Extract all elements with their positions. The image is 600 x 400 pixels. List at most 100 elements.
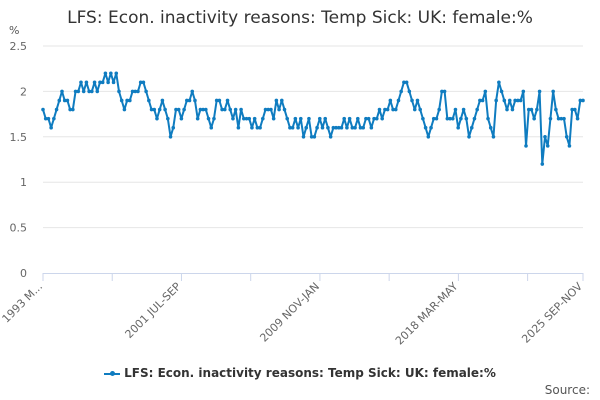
data-point — [513, 98, 517, 103]
data-point — [361, 125, 366, 130]
data-point — [445, 116, 450, 121]
data-point — [353, 125, 357, 130]
y-tick-label: 0.5 — [10, 222, 28, 235]
data-point — [220, 107, 224, 112]
legend-item[interactable]: LFS: Econ. inactivity reasons: Temp Sick… — [0, 366, 600, 380]
legend-line-marker-icon — [104, 370, 121, 376]
data-point — [187, 98, 192, 103]
data-point — [423, 125, 428, 130]
data-point — [174, 107, 178, 112]
data-point — [456, 125, 460, 130]
data-point — [521, 89, 526, 94]
data-point — [559, 116, 564, 121]
data-point — [524, 144, 528, 148]
data-point — [43, 116, 48, 121]
data-point — [269, 107, 273, 112]
data-point — [166, 116, 170, 121]
data-point — [488, 125, 493, 130]
data-point — [125, 98, 129, 103]
data-point — [331, 125, 336, 130]
data-point — [62, 98, 67, 103]
data-point — [556, 116, 561, 121]
data-point — [385, 107, 390, 112]
data-point — [537, 89, 542, 94]
data-point — [244, 116, 249, 121]
data-point — [263, 107, 268, 112]
data-point — [239, 107, 243, 112]
data-point — [209, 125, 214, 130]
y-tick-label: 0 — [20, 267, 27, 280]
chart-title: LFS: Econ. inactivity reasons: Temp Sick… — [67, 8, 533, 28]
data-point — [190, 89, 195, 94]
data-point — [410, 98, 414, 103]
data-point — [532, 116, 536, 121]
data-point — [342, 116, 347, 121]
data-point — [49, 125, 53, 130]
data-point — [138, 80, 143, 85]
data-point — [65, 98, 70, 103]
data-point — [307, 116, 311, 121]
data-point — [415, 98, 420, 103]
data-point — [282, 107, 287, 112]
data-point — [185, 98, 189, 103]
data-point — [111, 80, 116, 85]
data-point — [450, 116, 455, 121]
data-point — [152, 107, 157, 112]
data-point — [448, 116, 452, 121]
data-point — [46, 116, 51, 121]
data-point — [347, 116, 352, 121]
data-point — [73, 89, 78, 94]
x-tick-label: 2009 NOV-JAN — [257, 280, 322, 345]
data-point — [84, 80, 89, 85]
series-line — [42, 72, 583, 166]
data-point — [309, 135, 314, 139]
data-point — [242, 116, 246, 121]
data-point — [179, 116, 184, 121]
data-point — [328, 135, 333, 139]
data-point — [440, 89, 444, 94]
data-point — [260, 116, 265, 121]
data-point — [578, 98, 583, 103]
data-point — [133, 89, 138, 94]
data-point — [383, 107, 387, 112]
data-point — [90, 89, 94, 94]
data-point — [106, 80, 110, 85]
data-point — [206, 116, 211, 121]
data-point — [426, 135, 431, 139]
y-tick-label: 1.5 — [10, 131, 28, 144]
y-axis-label: % — [9, 24, 20, 37]
data-point — [117, 89, 121, 94]
data-point — [296, 125, 300, 130]
data-point — [502, 98, 507, 103]
data-point — [535, 107, 539, 112]
data-point — [163, 107, 167, 112]
data-point — [217, 98, 222, 103]
data-point — [312, 135, 317, 139]
data-point — [252, 116, 257, 121]
data-point — [193, 98, 197, 103]
data-point — [119, 98, 124, 103]
data-point — [396, 98, 401, 103]
data-point — [323, 116, 328, 121]
data-point — [421, 116, 425, 121]
data-point — [393, 107, 398, 112]
data-point — [575, 116, 580, 121]
data-point — [404, 80, 409, 85]
data-point — [431, 116, 436, 121]
source-label: Source: — [544, 383, 590, 397]
data-point — [499, 89, 504, 94]
data-point — [507, 98, 512, 103]
data-point — [548, 116, 553, 121]
data-point — [545, 144, 550, 148]
data-point — [285, 116, 290, 121]
data-point — [516, 98, 520, 103]
data-point — [114, 71, 119, 76]
data-point — [76, 89, 81, 94]
data-point — [204, 107, 208, 112]
data-point — [304, 125, 309, 130]
data-point — [258, 125, 262, 130]
data-point — [429, 125, 433, 130]
data-point — [377, 107, 382, 112]
data-point — [540, 162, 545, 166]
